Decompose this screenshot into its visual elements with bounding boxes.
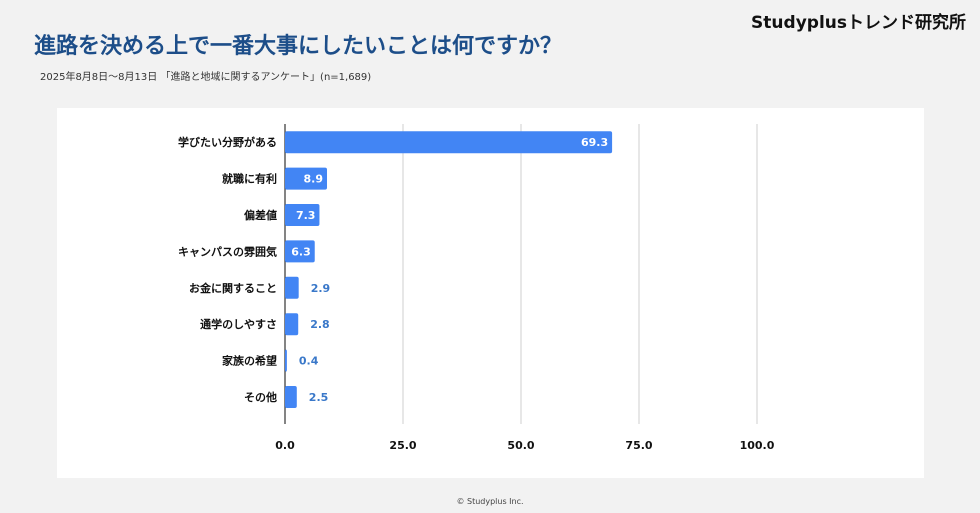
category-label: お金に関すること (189, 281, 277, 295)
category-label: 通学のしやすさ (200, 317, 277, 331)
value-label: 8.9 (304, 173, 324, 186)
bar (285, 349, 287, 372)
x-tick-label: 0.0 (275, 439, 295, 452)
category-label: 就職に有利 (222, 172, 277, 186)
value-label: 69.3 (581, 136, 608, 149)
bar (285, 131, 613, 154)
category-label: 学びたい分野がある (178, 135, 277, 149)
bar (285, 386, 297, 408)
chart-title: 進路を決める上で一番大事にしたいことは何ですか？ (34, 34, 563, 59)
value-label: 2.5 (309, 391, 329, 404)
category-label: 家族の希望 (222, 354, 277, 368)
chart-card: 0.0 25.0 50.0 75.0 100.0 学びたい分野がある 69.3 就職に有利 8.… (57, 108, 924, 478)
brand-logo-text: Studyplusトレンド研究所 (751, 13, 966, 33)
bar (285, 204, 320, 226)
x-tick-label: 75.0 (625, 439, 652, 452)
x-tick-label: 50.0 (507, 439, 534, 452)
x-tick-label: 100.0 (740, 439, 775, 452)
category-label: キャンパスの雰囲気 (178, 244, 277, 258)
value-label: 2.8 (310, 318, 330, 331)
x-tick-label: 25.0 (389, 439, 416, 452)
bar (285, 276, 299, 299)
value-label: 7.3 (296, 209, 316, 222)
value-label: 0.4 (299, 355, 319, 368)
value-label: 2.9 (311, 282, 331, 295)
category-label: 偏差値 (244, 208, 277, 222)
chart-subtitle: 2025年8月8日～8月13日 「進路と地域に関するアンケート」(n=1,689… (40, 72, 372, 83)
bar-chart: 0.0 25.0 50.0 75.0 100.0 学びたい分野がある 69.3 就職に有利 8.… (178, 124, 775, 452)
bar (285, 240, 315, 263)
bar (285, 167, 328, 190)
category-label: その他 (244, 390, 277, 404)
copyright-footer: © Studyplus Inc. (456, 497, 524, 506)
value-label: 6.3 (291, 245, 311, 258)
bar (285, 313, 299, 336)
